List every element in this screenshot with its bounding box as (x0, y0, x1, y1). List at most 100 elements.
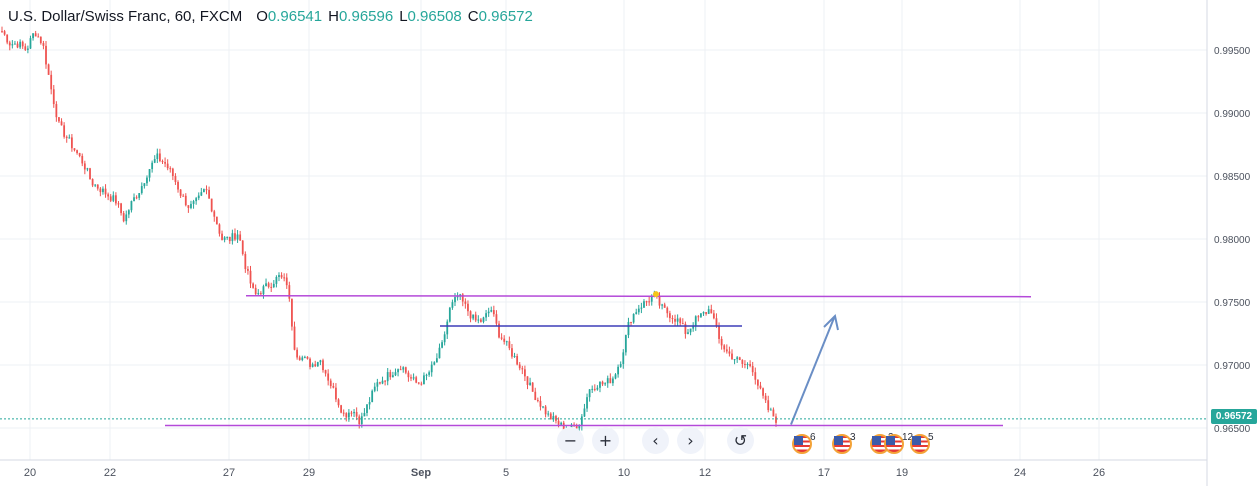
candle-body (140, 186, 143, 194)
candle-body (619, 364, 622, 367)
candle-body (513, 356, 516, 358)
current-price-tag: 0.96572 (1211, 409, 1257, 424)
candle-body (114, 195, 117, 204)
candle-body (52, 89, 55, 105)
scroll-right-button[interactable]: › (677, 426, 704, 454)
candle-body (630, 321, 632, 323)
candle-body (756, 379, 759, 386)
candle-body (187, 205, 190, 208)
candle-body (166, 163, 169, 169)
candle-body (34, 33, 37, 37)
candle-body (239, 234, 242, 241)
symbol-title[interactable]: U.S. Dollar/Swiss Franc, 60, FXCM (8, 8, 243, 25)
candle-body (555, 416, 557, 421)
us-flag-icon[interactable]: 12 (884, 432, 913, 458)
candle-body (668, 313, 671, 319)
candle-body (412, 377, 415, 379)
drawing-tools[interactable] (0, 291, 1207, 427)
candle-body (96, 184, 99, 189)
candle-body (324, 370, 327, 374)
candle-body (477, 319, 480, 321)
candle-body (102, 188, 104, 193)
price-tick-label: 0.98000 (1214, 235, 1251, 246)
us-flag-icon[interactable]: 3 (832, 432, 856, 458)
candle-body (179, 189, 182, 196)
price-tick-label: 0.98500 (1214, 172, 1251, 183)
candle-body (311, 364, 314, 367)
candle-body (707, 309, 710, 314)
candle-body (425, 374, 428, 376)
time-axis[interactable]: 20 22 27 29 Sep 5 10 12 17 19 24 26 (24, 467, 1105, 479)
candle-body (16, 43, 19, 48)
candle-body (451, 302, 454, 308)
candle-body (3, 31, 6, 35)
candle-body (648, 301, 651, 303)
candle-body (159, 153, 161, 162)
candle-body (125, 214, 128, 222)
candle-body (285, 277, 288, 286)
candle-body (1, 31, 3, 33)
candle-body (153, 159, 156, 163)
scroll-left-button[interactable]: ‹ (642, 426, 669, 454)
zoom-in-button[interactable]: + (592, 426, 619, 454)
candle-body (19, 41, 22, 48)
candle-body (203, 189, 205, 193)
candle-body (247, 269, 249, 271)
candle-body (578, 425, 581, 429)
candle-body (684, 323, 687, 334)
candle-body (446, 321, 449, 335)
candle-body (549, 413, 552, 420)
candle-body (76, 150, 78, 154)
candle-body (762, 388, 764, 396)
candle-body (371, 390, 374, 403)
candle-body (314, 364, 317, 367)
candle-body (192, 201, 195, 204)
low-value: 0.96508 (407, 8, 462, 25)
us-flag-icon[interactable]: 5 (910, 432, 934, 458)
candle-body (32, 33, 34, 39)
candle-body (303, 356, 306, 358)
candle-body (622, 352, 625, 365)
candle-body (612, 378, 614, 384)
candle-body (355, 411, 358, 417)
candle-body (21, 41, 24, 47)
zoom-out-button[interactable]: − (557, 426, 584, 454)
price-axis[interactable]: 0.99500 0.99000 0.98500 0.98000 0.97500 0.970… (1214, 46, 1251, 435)
candle-body (547, 413, 550, 415)
candle-body (221, 233, 223, 240)
candle-body (681, 323, 684, 325)
reset-chart-button[interactable]: ↺ (727, 426, 754, 454)
candle-body (373, 386, 376, 391)
candle-body (676, 318, 679, 322)
candle-body (775, 416, 777, 423)
candle-body (24, 46, 27, 50)
us-flag-icon[interactable]: 6 (792, 432, 816, 458)
candle-body (586, 397, 588, 409)
candle-body (710, 309, 713, 314)
candle-body (177, 181, 179, 190)
candle-body (399, 369, 402, 371)
candle-body (557, 420, 560, 425)
candle-body (200, 192, 203, 196)
candle-body (228, 236, 231, 242)
candle-body (182, 195, 185, 197)
candle-body (335, 387, 337, 400)
candle-body (6, 34, 9, 43)
candle-body (490, 310, 493, 312)
candle-body (376, 382, 379, 387)
event-count: 3 (850, 432, 856, 443)
candle-body (487, 311, 490, 314)
candle-body (441, 342, 443, 348)
candle-body (495, 314, 498, 324)
time-tick-label: 24 (1014, 467, 1026, 479)
candle-body (296, 349, 299, 358)
candle-body (456, 296, 459, 298)
candle-body (404, 367, 407, 373)
candle-body (738, 357, 741, 361)
candle-body (407, 372, 410, 378)
candle-body (63, 125, 66, 137)
candle-body (728, 351, 731, 354)
candle-body (161, 161, 164, 163)
candle-body (37, 36, 40, 38)
